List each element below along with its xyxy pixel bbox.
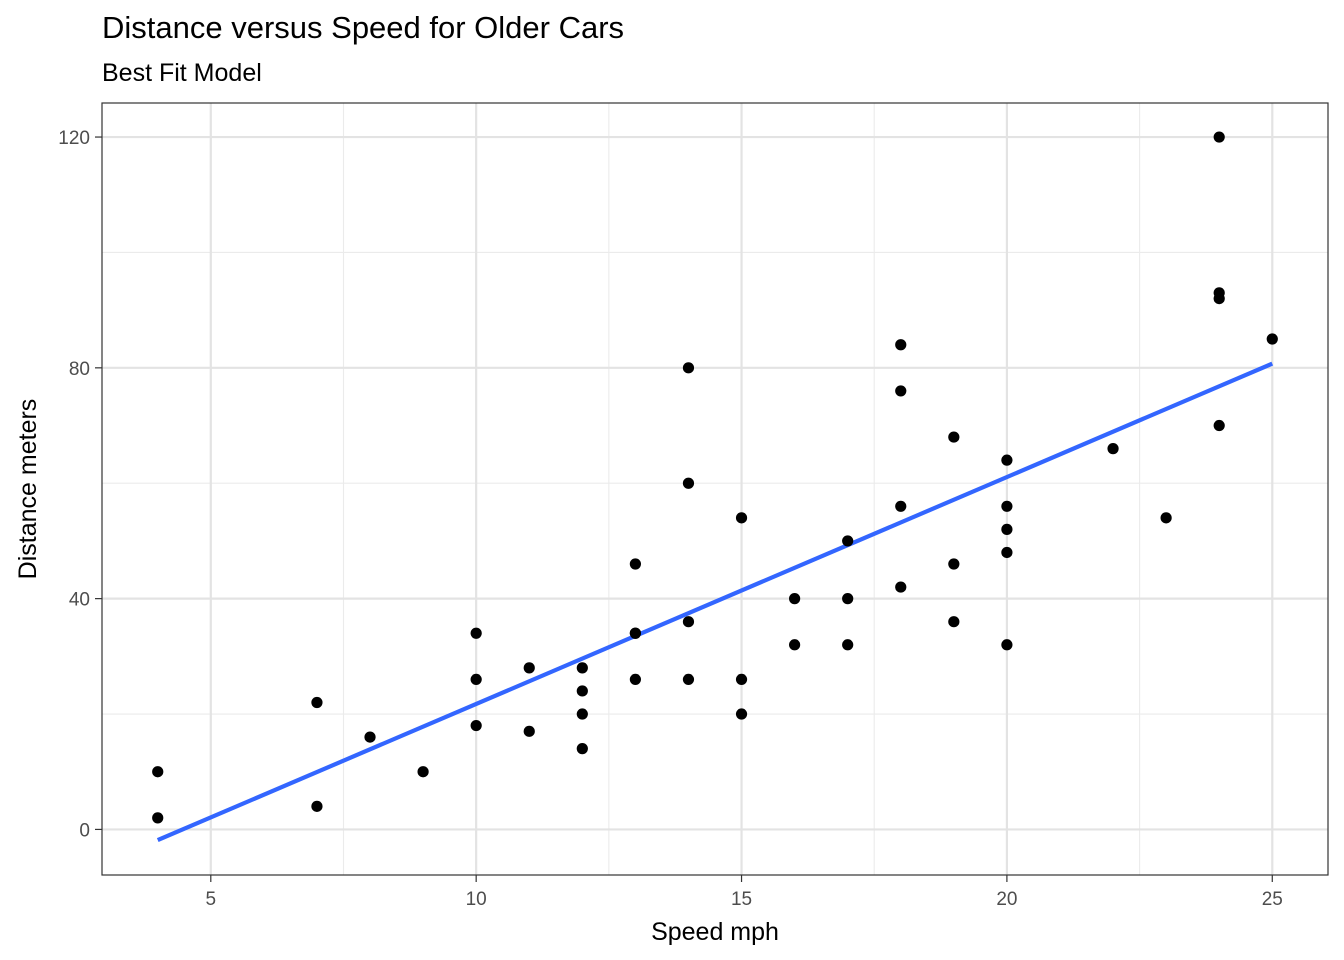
- y-tick-label: 120: [58, 128, 90, 149]
- data-point: [576, 685, 588, 697]
- y-axis-title: Distance meters: [14, 399, 42, 580]
- data-point: [470, 627, 482, 639]
- minor-gridlines: [102, 103, 1328, 875]
- data-point: [895, 500, 907, 512]
- data-point: [842, 639, 854, 651]
- data-point: [152, 812, 164, 824]
- data-point: [523, 725, 535, 737]
- fit-line-layer: [156, 361, 1274, 843]
- data-point: [1001, 523, 1013, 535]
- data-point: [682, 673, 695, 686]
- data-point: [735, 708, 748, 720]
- data-point: [682, 477, 695, 489]
- data-point: [895, 385, 907, 397]
- data-point: [1001, 639, 1013, 651]
- data-point: [576, 743, 588, 755]
- axis-ticks: 5 10 15 20 25 0 40 80 120: [58, 128, 1283, 910]
- x-tick-label: 10: [466, 889, 487, 910]
- data-point: [842, 535, 854, 547]
- major-gridlines: [102, 103, 1328, 875]
- y-tick-label: 40: [69, 590, 90, 611]
- data-point: [364, 731, 376, 743]
- data-point: [948, 431, 960, 443]
- data-point: [1213, 419, 1225, 432]
- data-point: [1213, 287, 1225, 299]
- data-point: [417, 766, 429, 778]
- data-point: [789, 593, 801, 605]
- y-tick-label: 80: [69, 359, 90, 380]
- data-point: [895, 339, 907, 351]
- data-point: [1266, 333, 1278, 345]
- data-point: [1001, 500, 1013, 512]
- panel-border: [101, 102, 1329, 876]
- data-points: [152, 131, 1278, 824]
- x-tick-label: 5: [206, 889, 217, 910]
- data-point: [682, 362, 695, 374]
- data-point: [1107, 443, 1119, 455]
- x-axis-title: Speed mph: [651, 918, 779, 946]
- data-point: [523, 662, 535, 674]
- chart-title: Distance versus Speed for Older Cars: [102, 10, 625, 45]
- best-fit-line: [156, 361, 1274, 843]
- data-point: [735, 673, 748, 686]
- data-point: [948, 558, 960, 570]
- x-tick-label: 20: [996, 889, 1017, 910]
- data-point: [948, 616, 960, 628]
- data-point: [735, 512, 748, 524]
- data-point: [1001, 546, 1013, 559]
- x-tick-label: 15: [731, 889, 752, 910]
- data-point: [311, 800, 323, 812]
- data-point: [1001, 454, 1013, 466]
- data-point: [1160, 512, 1172, 524]
- chart-subtitle: Best Fit Model: [102, 59, 262, 87]
- data-point: [629, 627, 641, 639]
- data-point: [470, 673, 482, 686]
- data-point: [842, 593, 854, 605]
- data-point: [1213, 131, 1225, 143]
- data-point: [470, 719, 482, 732]
- x-tick-label: 25: [1262, 889, 1283, 910]
- data-point: [789, 639, 801, 651]
- data-point: [311, 696, 323, 709]
- data-point: [576, 662, 588, 674]
- data-point: [682, 616, 695, 628]
- data-point: [152, 766, 164, 778]
- data-point: [629, 673, 641, 686]
- data-point: [576, 708, 588, 720]
- y-tick-label: 0: [79, 820, 90, 841]
- data-point: [895, 581, 907, 593]
- data-point: [629, 558, 641, 570]
